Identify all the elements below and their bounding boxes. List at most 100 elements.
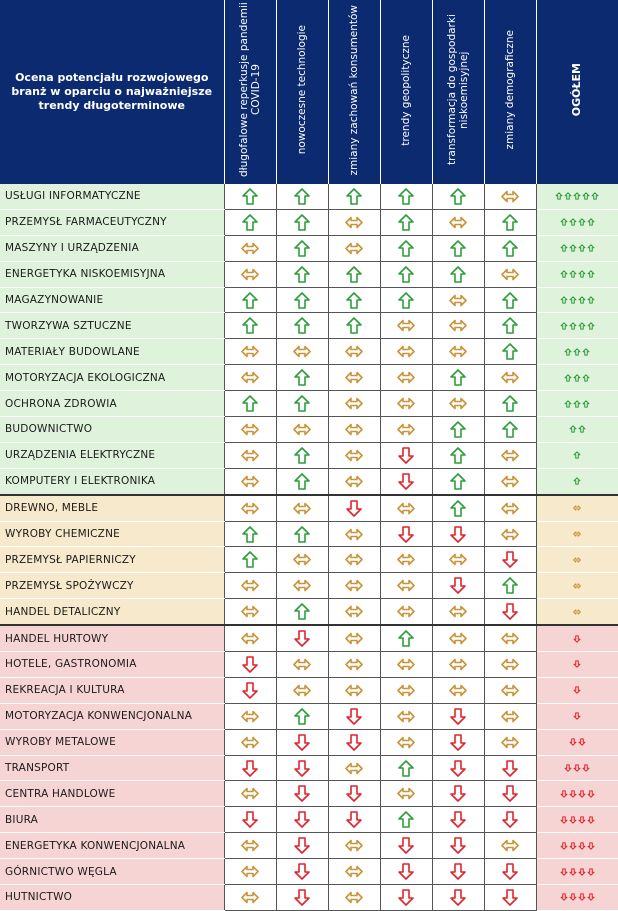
trend-cell [275, 235, 328, 262]
overall-rating [536, 598, 618, 626]
overall-arrow-down-icon [569, 816, 577, 824]
overall-arrow-down-icon [569, 738, 577, 746]
trend-cell [431, 287, 484, 314]
industry-label: PRZEMYSŁ FARMACEUTYCZNY [0, 209, 224, 236]
table-row: GÓRNICTWO WĘGLA [0, 858, 618, 886]
trend-cell [431, 184, 484, 210]
arrow-left-right-icon [241, 475, 259, 488]
overall-arrow-up-icon [587, 270, 595, 278]
overall-rating [536, 287, 618, 314]
arrow-left-right-icon [501, 449, 519, 462]
arrow-left-right-icon [345, 345, 363, 358]
trend-cell [275, 493, 328, 522]
arrow-up-icon [398, 214, 414, 231]
trend-cell [483, 416, 537, 443]
arrow-left-right-icon [293, 684, 311, 697]
trend-cell [431, 493, 484, 522]
trend-cell [483, 338, 537, 366]
trend-cell [275, 858, 328, 886]
column-header-consumer: zmiany zachowań konsumentów [328, 0, 381, 184]
trend-cell [327, 209, 380, 236]
arrow-left-right-icon [501, 632, 519, 645]
arrow-left-right-icon [345, 762, 363, 774]
trend-cell [223, 364, 276, 392]
arrow-left-right-icon [397, 658, 415, 671]
industry-label: WYROBY CHEMICZNE [0, 521, 224, 548]
overall-arrow-down-icon [573, 764, 581, 772]
arrow-left-right-icon [241, 839, 259, 852]
table-row: MATERIAŁY BUDOWLANE [0, 338, 618, 366]
arrow-left-right-icon [293, 423, 311, 436]
overall-arrow-down-icon [569, 893, 577, 902]
arrow-up-icon [242, 525, 258, 543]
arrow-up-icon [450, 265, 466, 283]
overall-arrow-up-icon [587, 244, 595, 252]
trend-cell [327, 390, 380, 418]
arrow-down-icon [242, 682, 258, 699]
trend-cell [379, 624, 432, 653]
industry-label: KOMPUTERY I ELEKTRONIKA [0, 468, 224, 496]
trend-cell [431, 598, 484, 626]
overall-rating [536, 677, 618, 704]
trend-cell [431, 884, 484, 911]
industry-label: REKREACJA I KULTURA [0, 677, 224, 704]
arrow-down-icon [502, 603, 518, 620]
arrow-down-icon [502, 551, 518, 569]
trend-cell [483, 521, 537, 548]
arrow-up-icon [346, 265, 362, 283]
trend-cell [379, 209, 432, 236]
trend-cell [327, 832, 380, 860]
arrow-down-icon [242, 759, 258, 777]
arrow-left-right-icon [449, 216, 467, 229]
trend-cell [223, 703, 276, 730]
trend-cell [431, 209, 484, 236]
trend-cell [327, 755, 380, 782]
arrow-left-right-icon [397, 345, 415, 358]
overall-arrow-up-icon [569, 218, 577, 226]
trend-cell [275, 572, 328, 600]
trend-cell [379, 312, 432, 340]
industry-label: HUTNICTWO [0, 884, 224, 911]
overall-arrow-left-right-icon [573, 505, 582, 511]
overall-arrow-up-icon [555, 192, 563, 201]
trend-cell [327, 416, 380, 443]
arrow-down-icon [502, 863, 518, 880]
column-header-technology: nowoczesne technologie [276, 0, 329, 184]
arrow-left-right-icon [501, 190, 519, 203]
arrow-left-right-icon [293, 658, 311, 671]
trend-cell [379, 287, 432, 314]
overall-arrow-down-icon [587, 842, 595, 850]
arrow-left-right-icon [449, 397, 467, 410]
arrow-left-right-icon [397, 788, 415, 800]
overall-arrow-down-icon [569, 790, 577, 798]
arrow-down-icon [242, 811, 258, 829]
arrow-left-right-icon [345, 632, 363, 645]
trend-cell [275, 416, 328, 443]
arrow-left-right-icon [449, 632, 467, 645]
trend-cell [483, 468, 537, 496]
trend-cell [431, 651, 484, 678]
arrow-left-right-icon [293, 345, 311, 358]
overall-rating [536, 729, 618, 756]
arrow-up-icon [450, 447, 466, 464]
arrow-down-icon [294, 811, 310, 829]
trend-cell [431, 364, 484, 392]
trend-cell [327, 858, 380, 886]
arrow-up-icon [398, 811, 414, 829]
trend-cell [223, 442, 276, 469]
arrow-left-right-icon [397, 684, 415, 697]
table-row: OCHRONA ZDROWIA [0, 390, 618, 418]
trend-cell [327, 364, 380, 392]
arrow-up-icon [502, 291, 518, 309]
arrow-left-right-icon [501, 371, 519, 384]
trend-cell [275, 442, 328, 469]
overall-arrow-left-right-icon [573, 557, 582, 563]
column-header-low-emission: transformacja do gospodarki niskoemisyjn… [432, 0, 485, 184]
trend-cell [431, 338, 484, 366]
trend-cell [379, 493, 432, 522]
table-row: MOTORYZACJA KONWENCJONALNA [0, 703, 618, 730]
overall-arrow-up-icon [569, 425, 577, 434]
table-row: MASZYNY I URZĄDZENIA [0, 235, 618, 262]
arrow-left-right-icon [449, 658, 467, 671]
